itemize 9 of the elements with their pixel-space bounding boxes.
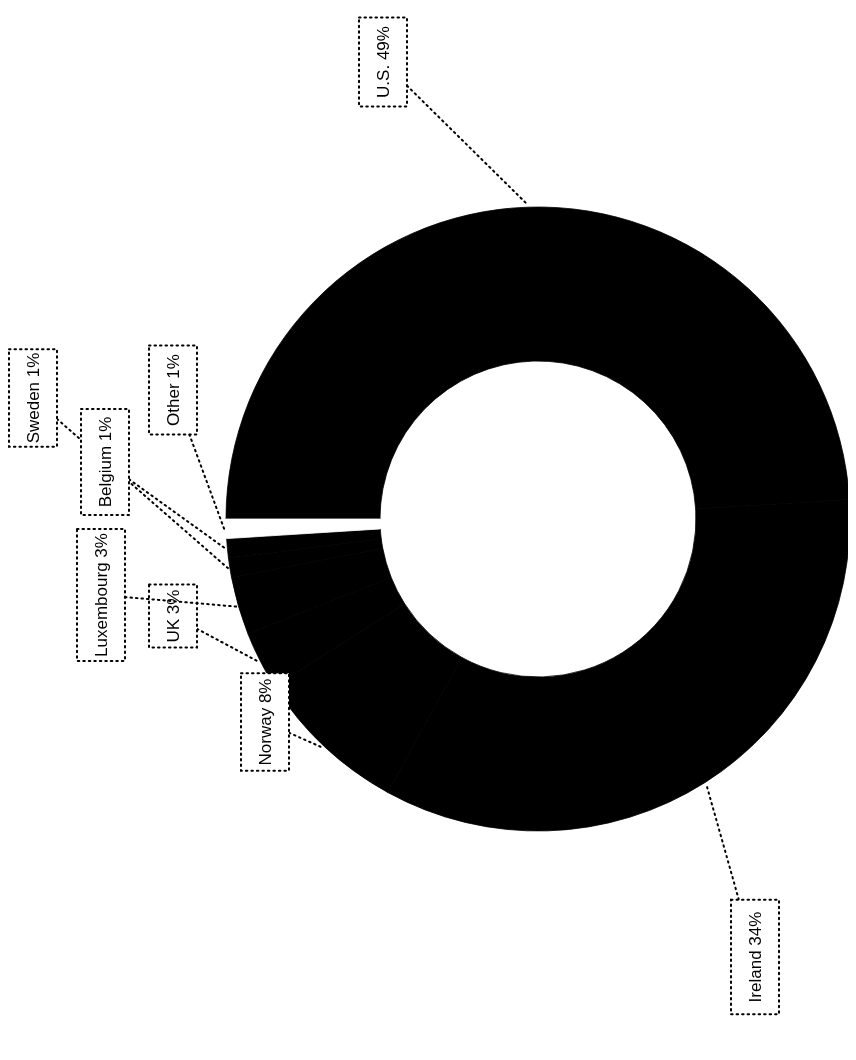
slice-label: Belgium 1%: [95, 416, 115, 508]
slice-label: Ireland 34%: [745, 911, 765, 1003]
slice-label: Luxembourg 3%: [91, 533, 111, 657]
slice-label: Other 1%: [163, 354, 183, 426]
slice-label: Sweden 1%: [23, 352, 43, 444]
slice-label: U.S. 49%: [373, 26, 393, 98]
slice-label: Norway 8%: [255, 678, 275, 766]
slice-label: UK 3%: [163, 589, 183, 643]
donut-slice: [225, 518, 381, 539]
